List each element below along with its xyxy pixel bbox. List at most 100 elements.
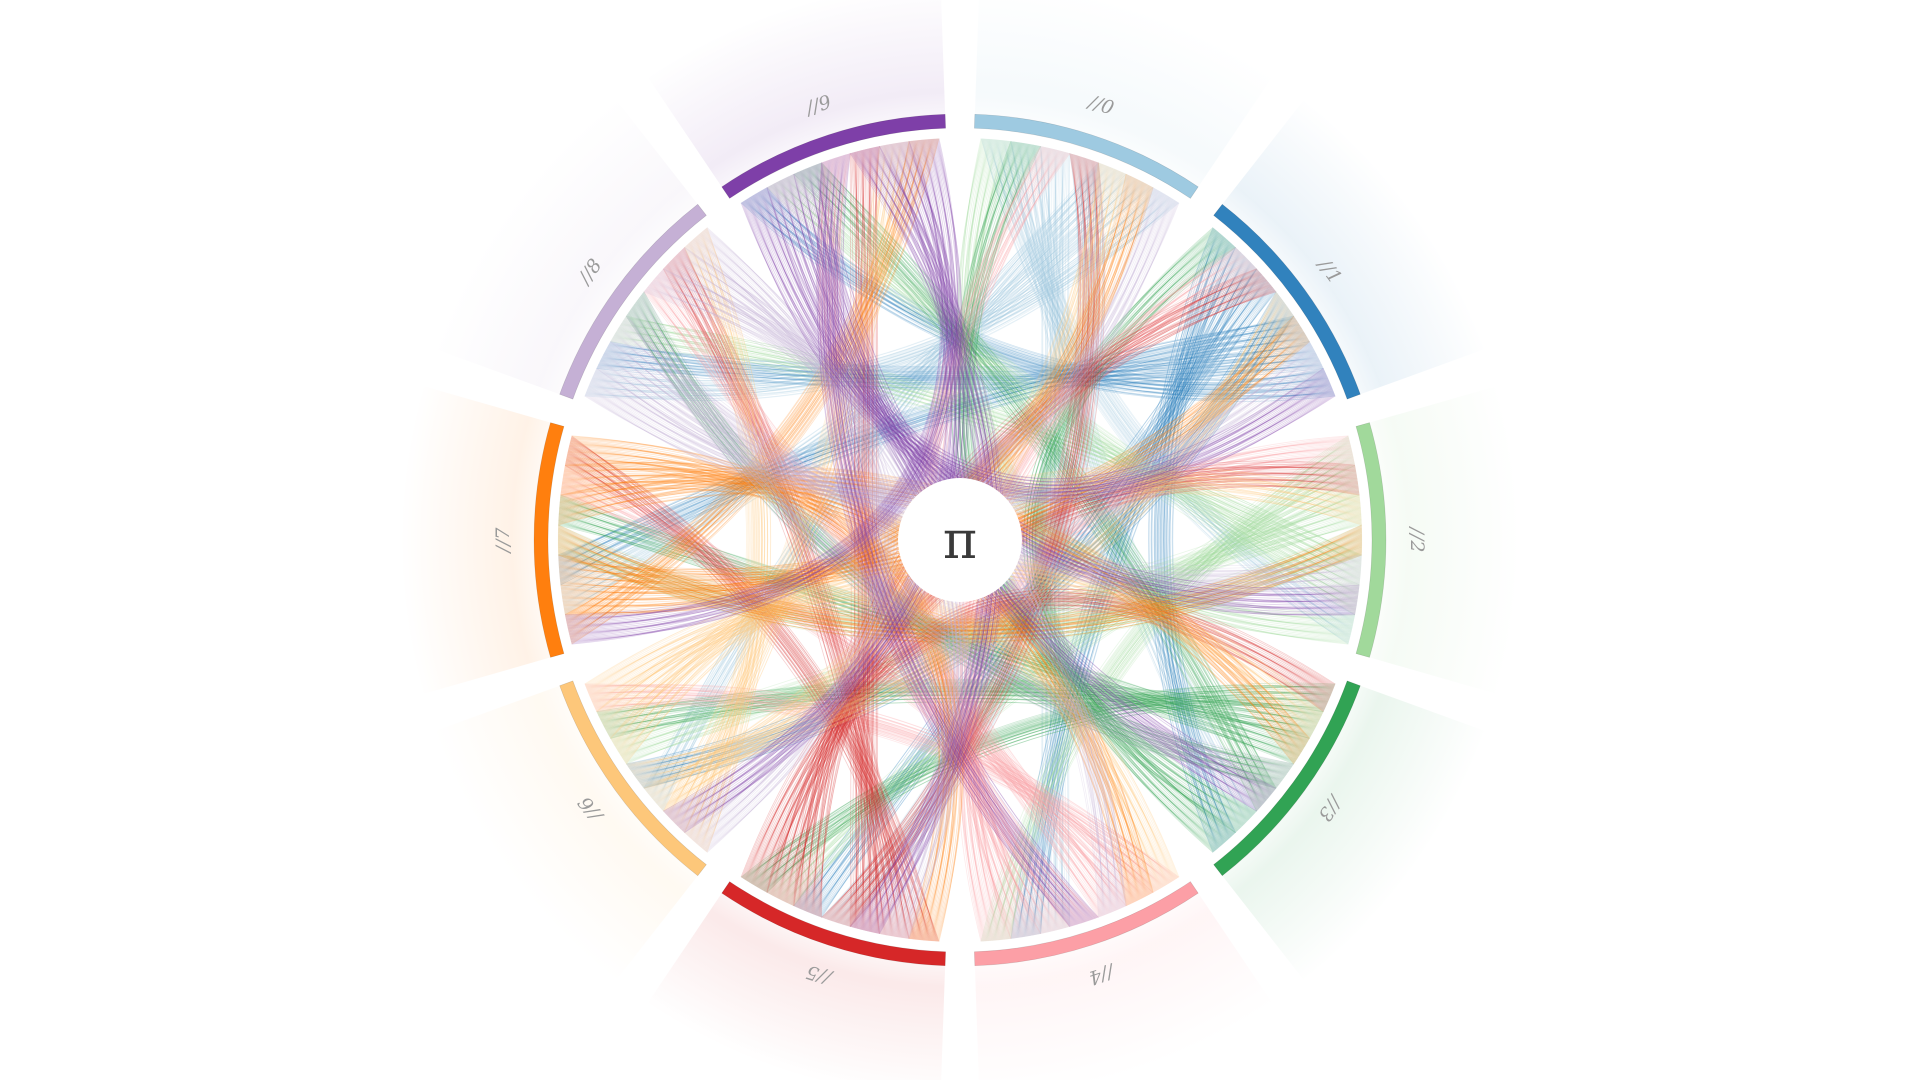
chord-9-7-2514 xyxy=(570,138,963,641)
chord-1-5-345 xyxy=(810,282,1269,914)
chord-7-2-1900 xyxy=(557,530,1363,620)
chord-1-3-276 xyxy=(1168,240,1230,840)
chord-2-5-571 xyxy=(790,491,1360,905)
chord-5-3-1485 xyxy=(759,595,1327,889)
chord-6-1-1630 xyxy=(638,308,1290,782)
chord-2-4-536 xyxy=(1008,462,1355,940)
chord-2-8-683 xyxy=(610,341,1360,586)
chord-5-8-1301 xyxy=(680,250,906,939)
chord-4-8-1101 xyxy=(651,282,1110,914)
chord-3-9-914 xyxy=(810,166,1269,798)
chord-2-5-572 xyxy=(791,492,1360,906)
chord-0-2-3 xyxy=(983,138,1350,642)
chord-6-4-1758 xyxy=(586,599,1176,880)
chord-6-9-1560 xyxy=(676,142,900,826)
chord-7-2-1907 xyxy=(558,524,1362,623)
chord-5-7-1291 xyxy=(565,461,913,940)
chord-7-5-1989 xyxy=(566,457,945,940)
chord-3-7-846 xyxy=(558,510,1302,753)
chord-6-8-1539 xyxy=(689,242,755,838)
chord-8-0-2033 xyxy=(589,194,1167,486)
chord-8-0-2035 xyxy=(590,194,1166,487)
chord-1-5-352 xyxy=(815,286,1273,916)
chord-3-8-885 xyxy=(632,305,1284,780)
chord-1-9-485 xyxy=(753,194,1330,392)
chord-9-7-2498 xyxy=(567,139,950,627)
chord-2-8-667 xyxy=(617,329,1361,572)
chord-0-8-223 xyxy=(593,190,1159,381)
chord-4-2-1241 xyxy=(967,450,1353,941)
chord-8-0-2023 xyxy=(586,199,1175,494)
chord-7-2-1872 xyxy=(558,554,1362,634)
sector-arc-1 xyxy=(1213,203,1361,400)
chord-6-1-1636 xyxy=(635,304,1287,778)
chord-4-6-1037 xyxy=(594,703,1158,891)
chord-7-5-1987 xyxy=(566,458,949,940)
chord-9-4-2388 xyxy=(821,159,1081,925)
chord-5-0-1383 xyxy=(837,158,1093,924)
chord-5-9-1343 xyxy=(868,148,871,932)
chord-2-0-720 xyxy=(981,141,1356,616)
chord-1-7-413 xyxy=(558,327,1302,570)
chord-1-5-340 xyxy=(806,278,1267,912)
chord-8-0-2050 xyxy=(595,187,1155,483)
chord-3-9-902 xyxy=(819,162,1276,790)
chord-2-0-741 xyxy=(963,139,1352,633)
chord-5-0-1368 xyxy=(849,162,1106,927)
chord-2-4-504 xyxy=(980,435,1349,942)
chord-1-6-365 xyxy=(628,294,1280,768)
chord-0-2-1 xyxy=(981,138,1349,644)
chord-7-2-1878 xyxy=(557,549,1363,643)
chord-1-8-467 xyxy=(596,367,1324,389)
chord-4-7-1073 xyxy=(560,489,1132,905)
chord-4-9-1134 xyxy=(825,157,1085,923)
chord-0-2-35 xyxy=(1010,141,1356,616)
chord-5-8-1313 xyxy=(673,257,895,937)
chord-3-8-880 xyxy=(635,302,1287,776)
chord-3-5-759 xyxy=(742,686,1335,879)
chord-1-5-358 xyxy=(820,290,1276,918)
chord-5-8-1305 xyxy=(678,252,902,938)
chord-4-9-1121 xyxy=(839,154,1095,920)
chord-0-6-168 xyxy=(656,169,1118,805)
chord-2-0-755 xyxy=(962,138,1349,645)
chord-7-2-1882 xyxy=(557,546,1363,627)
chord-4-2-1235 xyxy=(968,455,1354,940)
chord-9-7-2484 xyxy=(564,141,941,616)
chord-4-8-1100 xyxy=(651,281,1111,914)
chord-2-8-677 xyxy=(612,336,1361,581)
chord-5-9-1364 xyxy=(852,152,866,928)
chord-1-9-503 xyxy=(740,202,1336,402)
chord-2-8-671 xyxy=(615,332,1361,576)
chord-5-8-1316 xyxy=(671,259,893,937)
chord-0-4-94 xyxy=(1053,150,1060,930)
chord-3-9-904 xyxy=(818,163,1275,792)
chord-1-3-280 xyxy=(1156,243,1232,837)
chord-1-3-278 xyxy=(1160,241,1231,839)
chord-0-8-227 xyxy=(592,191,1162,392)
chord-1-5-354 xyxy=(817,288,1274,917)
chord-1-6-363 xyxy=(627,293,1279,767)
chord-4-9-1140 xyxy=(827,159,1080,925)
chord-0-6-163 xyxy=(653,168,1114,802)
chord-4-9-1143 xyxy=(820,160,1077,926)
chord-5-0-1397 xyxy=(826,154,1084,920)
chord-5-3-1507 xyxy=(743,599,1335,880)
chord-9-7-2489 xyxy=(565,140,946,620)
chord-5-8-1329 xyxy=(664,267,882,935)
chord-2-4-537 xyxy=(1008,463,1355,940)
chord-2-9-686 xyxy=(791,174,1360,588)
chord-5-0-1374 xyxy=(844,160,1098,926)
chord-3-5-764 xyxy=(746,686,1333,882)
chord-2-8-662 xyxy=(619,325,1362,568)
chord-2-4-522 xyxy=(996,450,1353,941)
chord-6-8-1518 xyxy=(702,230,759,850)
chord-7-9-1769 xyxy=(570,138,936,641)
chord-5-7-1271 xyxy=(569,444,930,941)
chord-4-9-1137 xyxy=(826,158,1082,924)
chord-1-3-275 xyxy=(1169,240,1229,840)
chord-8-6-2233 xyxy=(684,246,876,834)
chord-2-5-565 xyxy=(785,486,1359,903)
chord-3-6-824 xyxy=(609,693,1311,737)
chord-8-3-2141 xyxy=(634,303,1286,778)
